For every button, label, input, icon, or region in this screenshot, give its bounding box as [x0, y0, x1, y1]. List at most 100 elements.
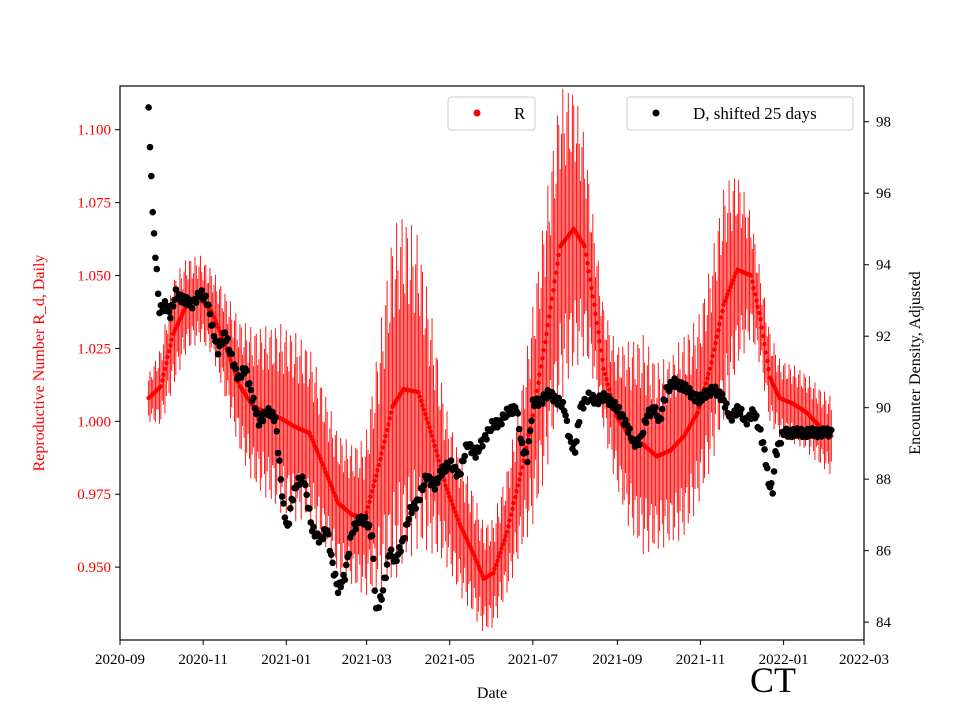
r-point	[548, 305, 553, 310]
x-axis-label: Date	[477, 685, 507, 702]
y1-tick-label: 1.075	[77, 196, 111, 212]
d-point	[255, 422, 263, 429]
d-point	[682, 381, 689, 388]
r-point	[541, 347, 546, 353]
d-point	[327, 551, 335, 558]
r-point	[545, 322, 551, 328]
d-point	[619, 411, 627, 419]
r-point	[455, 517, 461, 522]
r-point	[556, 252, 561, 258]
x-tick-label: 2022-01	[759, 652, 809, 668]
d-point	[615, 403, 623, 411]
d-point	[210, 332, 218, 340]
r-point	[547, 314, 552, 319]
r-point	[418, 398, 424, 404]
d-point	[661, 397, 669, 404]
r-point	[512, 494, 518, 500]
x-tick-label: 2021-09	[592, 652, 642, 668]
r-point	[375, 468, 380, 473]
d-point	[408, 509, 415, 517]
r-point	[450, 502, 455, 507]
d-point	[167, 314, 174, 322]
r-point	[713, 340, 718, 346]
d-point	[148, 172, 155, 180]
r-point	[504, 529, 510, 535]
d-point	[310, 523, 317, 531]
d-point	[146, 143, 154, 151]
r-point	[215, 325, 221, 330]
d-point	[431, 486, 439, 493]
r-point	[715, 328, 721, 333]
r-point	[443, 483, 448, 488]
d-point	[299, 473, 306, 480]
r-point	[755, 304, 760, 309]
d-point	[769, 490, 777, 497]
d-point	[319, 535, 327, 543]
r-point	[582, 244, 587, 249]
d-point	[657, 415, 665, 423]
d-point	[272, 413, 279, 421]
y2-tick-label: 86	[876, 544, 892, 560]
r-point	[605, 382, 611, 387]
r-point	[506, 524, 511, 529]
r-point	[444, 487, 450, 492]
d-point	[205, 301, 212, 309]
r-point	[732, 274, 737, 279]
r-point	[765, 358, 770, 364]
x-tick-label: 2021-05	[425, 652, 475, 668]
r-point	[428, 429, 433, 434]
d-point	[281, 514, 289, 521]
r-point	[435, 453, 440, 458]
r-point	[598, 348, 604, 353]
r-point	[763, 350, 769, 355]
d-point	[712, 383, 719, 391]
d-point	[522, 449, 530, 456]
r-point	[166, 349, 172, 354]
r-point	[213, 318, 218, 323]
r-point	[496, 554, 502, 559]
d-point	[371, 587, 379, 594]
r-point	[518, 471, 523, 476]
r-point	[453, 509, 458, 515]
r-point	[717, 321, 722, 327]
d-point	[246, 379, 253, 387]
d-point	[243, 367, 251, 375]
r-point	[538, 364, 544, 369]
d-point	[150, 230, 158, 237]
x-tick-label: 2021-01	[261, 652, 311, 668]
r-point	[703, 381, 709, 386]
r-point	[725, 291, 730, 297]
r-point	[587, 277, 593, 282]
d-point	[498, 420, 505, 428]
r-point	[386, 422, 391, 427]
r-point	[326, 476, 331, 482]
d-point	[472, 454, 479, 461]
legend-r-label: R	[514, 104, 526, 123]
d-point	[753, 412, 760, 419]
r-point	[228, 357, 233, 362]
d-point	[206, 310, 214, 318]
d-point	[483, 435, 490, 443]
r-point	[491, 570, 496, 576]
x-axis: 2020-09 2020-11 2021-01 2021-03 2021-05 2021-…	[95, 640, 889, 668]
r-point	[158, 384, 164, 389]
d-point	[280, 500, 287, 507]
r-point	[451, 506, 457, 511]
r-point	[720, 308, 725, 314]
y-axis-right: 84 86 88 90 92 94 96 98	[864, 115, 892, 631]
r-point	[552, 279, 557, 284]
r-point	[555, 261, 560, 267]
d-point	[172, 286, 180, 293]
d-point	[571, 449, 579, 456]
r-point	[540, 356, 545, 361]
r-point	[600, 357, 605, 362]
legend-r-frame	[447, 96, 536, 131]
r-point	[537, 372, 542, 377]
legend-r: R	[447, 96, 536, 131]
r-point	[364, 510, 369, 515]
d-point	[401, 534, 409, 542]
r-point	[583, 252, 589, 257]
d-point	[827, 426, 835, 434]
state-label: CT	[750, 660, 796, 700]
